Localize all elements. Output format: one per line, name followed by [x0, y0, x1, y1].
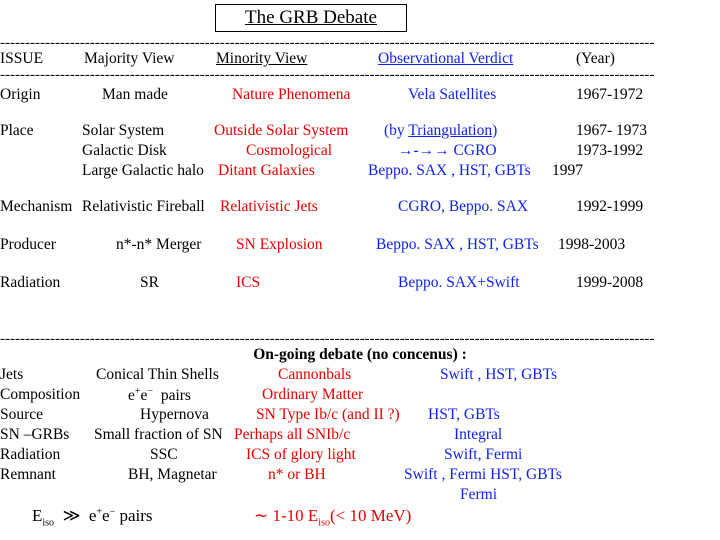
- cell-verdict: Beppo. SAX , HST, GBTs: [376, 236, 539, 254]
- col-minority: Minority View: [216, 50, 307, 68]
- cell-minority: n* or BH: [268, 466, 326, 484]
- cell-verdict: Fermi: [460, 486, 497, 504]
- cell-issue: Origin: [0, 86, 40, 104]
- cell-minority: Outside Solar System: [214, 122, 348, 140]
- col-verdict: Observational Verdict: [378, 50, 513, 68]
- col-year: (Year): [576, 50, 615, 68]
- cell-majority: Small fraction of SN: [94, 426, 223, 444]
- cell-majority: Large Galactic halo: [82, 162, 204, 180]
- cell-minority: Cosmological: [246, 142, 332, 160]
- col-majority: Majority View: [84, 50, 174, 68]
- cell-verdict: Vela Satellites: [408, 86, 496, 104]
- cell-verdict: Swift , HST, GBTs: [440, 366, 557, 384]
- verdict-suffix: ): [492, 122, 497, 139]
- cell-verdict: CGRO, Beppo. SAX: [398, 198, 528, 216]
- cell-minority: SN Type Ib/c (and II ?): [256, 406, 400, 424]
- cell-minority: Ordinary Matter: [262, 386, 363, 404]
- cell-verdict: Beppo. SAX , HST, GBTs: [368, 162, 531, 180]
- cell-verdict: Swift , Fermi HST, GBTs: [404, 466, 562, 484]
- ongoing-heading: On-going debate (no concenus) :: [0, 346, 720, 364]
- formula-right: ∼ 1-10 Eiso(< 10 MeV): [254, 506, 411, 528]
- divider: ----------------------------------------…: [0, 332, 720, 346]
- cell-majority: Man made: [102, 86, 168, 104]
- formula-left: Eiso ≫ e+e− pairs: [32, 506, 153, 528]
- cell-issue: Radiation: [0, 274, 60, 292]
- cell-majority: Solar System: [82, 122, 164, 140]
- cell-issue: Place: [0, 122, 34, 140]
- divider: ----------------------------------------…: [0, 68, 720, 82]
- cell-minority: SN Explosion: [236, 236, 323, 254]
- cell-issue: Radiation: [0, 446, 60, 464]
- cell-issue: Composition: [0, 386, 80, 404]
- cell-minority: Ditant Galaxies: [218, 162, 315, 180]
- cell-issue: Remnant: [0, 466, 56, 484]
- cell-minority: Cannonbals: [278, 366, 351, 384]
- cell-majority: Conical Thin Shells: [96, 366, 219, 384]
- cell-issue: Source: [0, 406, 43, 424]
- col-issue: ISSUE: [0, 50, 43, 68]
- cell-majority: e+e− pairs: [128, 386, 191, 405]
- cell-issue: SN –GRBs: [0, 426, 69, 444]
- page-title: The GRB Debate: [215, 4, 407, 32]
- cell-majority: SSC: [150, 446, 178, 464]
- cell-majority: n*-n* Merger: [116, 236, 201, 254]
- cell-year: 1967- 1973: [576, 122, 647, 140]
- verdict-underline: Triangulation: [408, 122, 492, 139]
- cell-verdict: (by Triangulation): [384, 122, 497, 140]
- cell-minority: Relativistic Jets: [220, 198, 318, 216]
- cell-verdict: HST, GBTs: [428, 406, 500, 424]
- cell-minority: Perhaps all SNIb/c: [234, 426, 350, 444]
- cell-majority: Galactic Disk: [82, 142, 167, 160]
- cell-majority: BH, Magnetar: [128, 466, 217, 484]
- cell-year: 1973-1992: [576, 142, 643, 160]
- cell-year: 1967-1972: [576, 86, 643, 104]
- cell-year: 1997: [552, 162, 583, 180]
- cell-issue: Mechanism: [0, 198, 72, 216]
- verdict-prefix: (by: [384, 122, 408, 139]
- cell-year: 1998-2003: [558, 236, 625, 254]
- cell-verdict: Beppo. SAX+Swift: [398, 274, 520, 292]
- cell-verdict: Integral: [454, 426, 502, 444]
- cell-verdict: →-→→ CGRO: [398, 142, 497, 160]
- cell-year: 1999-2008: [576, 274, 643, 292]
- cell-minority: ICS: [236, 274, 260, 292]
- cell-verdict: Swift, Fermi: [444, 446, 522, 464]
- cell-majority: Hypernova: [140, 406, 209, 424]
- cell-issue: Jets: [0, 366, 23, 384]
- cell-issue: Producer: [0, 236, 56, 254]
- cell-year: 1992-1999: [576, 198, 643, 216]
- cell-minority: Nature Phenomena: [232, 86, 350, 104]
- cell-majority: SR: [140, 274, 159, 292]
- cell-minority: ICS of glory light: [246, 446, 356, 464]
- divider: ----------------------------------------…: [0, 36, 720, 50]
- cell-majority: Relativistic Fireball: [82, 198, 205, 216]
